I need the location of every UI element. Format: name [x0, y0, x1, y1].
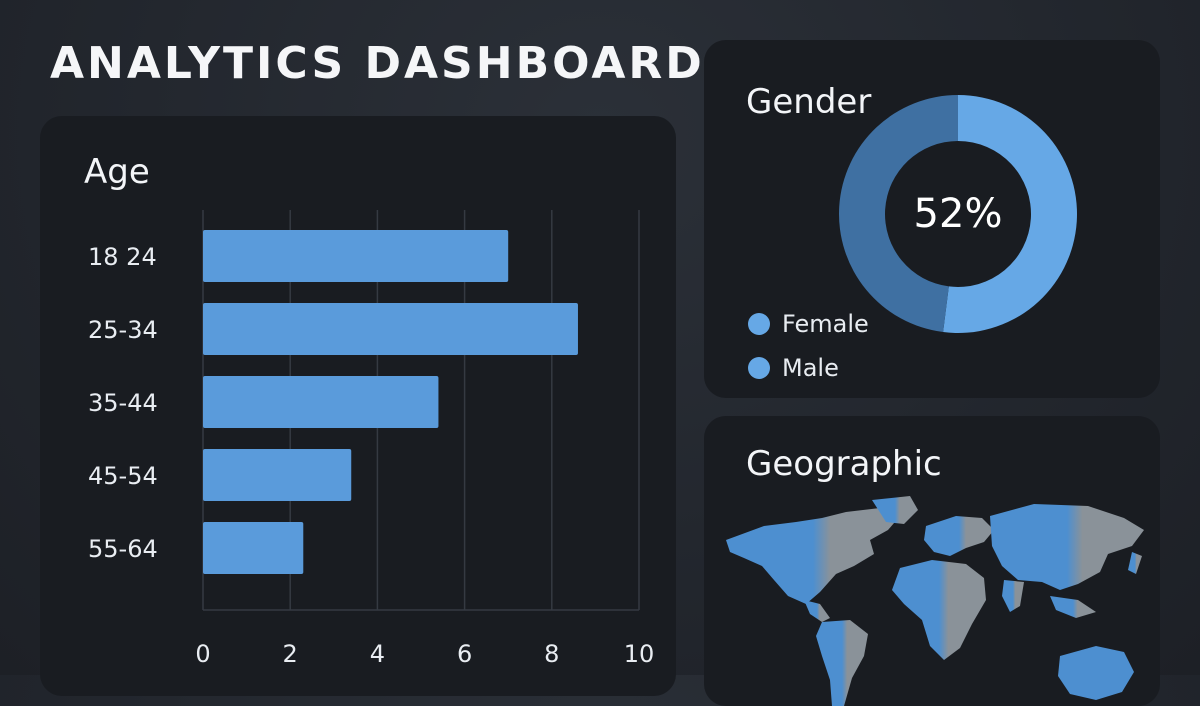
map-japan — [1128, 552, 1142, 574]
x-tick-label: 6 — [457, 640, 472, 668]
age-bar-chart: 18 24 25-34 35-44 45-54 55-64 0 2 4 6 8 10 — [88, 210, 655, 668]
x-tick-label: 0 — [195, 640, 210, 668]
legend-item-male: Male — [748, 346, 869, 390]
age-bar — [203, 303, 578, 355]
map-europe — [924, 516, 994, 556]
map-africa — [892, 560, 986, 660]
map-greenland — [872, 496, 918, 524]
gender-title: Gender — [746, 82, 872, 122]
map-central-america — [804, 600, 830, 622]
geographic-title: Geographic — [746, 444, 942, 484]
x-tick-label: 10 — [624, 640, 655, 668]
legend-item-female: Female — [748, 302, 869, 346]
age-category-label: 45-54 — [88, 462, 158, 490]
world-map-icon — [726, 496, 1144, 706]
x-tick-label: 4 — [370, 640, 385, 668]
age-category-label: 55-64 — [88, 535, 158, 563]
gender-donut-chart: 52% — [838, 94, 1078, 334]
legend-label-female: Female — [782, 310, 869, 338]
x-tick-label: 8 — [544, 640, 559, 668]
map-south-america — [816, 620, 868, 706]
age-bar — [203, 230, 509, 282]
map-north-america — [726, 508, 900, 604]
donut-slice-male — [839, 95, 958, 333]
x-tick-label: 2 — [283, 640, 298, 668]
gender-legend: Female Male — [748, 302, 869, 390]
gender-card: Gender 52% Female Male — [704, 40, 1160, 398]
donut-slice-female — [943, 95, 1077, 333]
age-category-label: 35-44 — [88, 389, 158, 417]
age-bar — [203, 449, 352, 501]
legend-label-male: Male — [782, 354, 839, 382]
age-card: Age 18 24 25-34 35-44 45-54 55-64 0 2 4 6 8 10 — [40, 116, 676, 696]
map-asia — [990, 504, 1144, 590]
map-india — [1002, 580, 1024, 612]
age-bar — [203, 376, 439, 428]
gender-center-value: 52% — [913, 191, 1003, 237]
legend-dot-female — [748, 313, 770, 335]
page-title: ANALYTICS DASHBOARD — [50, 38, 705, 89]
age-title: Age — [84, 152, 150, 192]
legend-dot-male — [748, 357, 770, 379]
age-bar — [203, 522, 304, 574]
age-category-label: 18 24 — [88, 243, 157, 271]
map-southeast-asia — [1050, 596, 1096, 618]
geographic-card: Geographic — [704, 416, 1160, 706]
map-australia — [1058, 646, 1134, 700]
age-category-label: 25-34 — [88, 316, 158, 344]
